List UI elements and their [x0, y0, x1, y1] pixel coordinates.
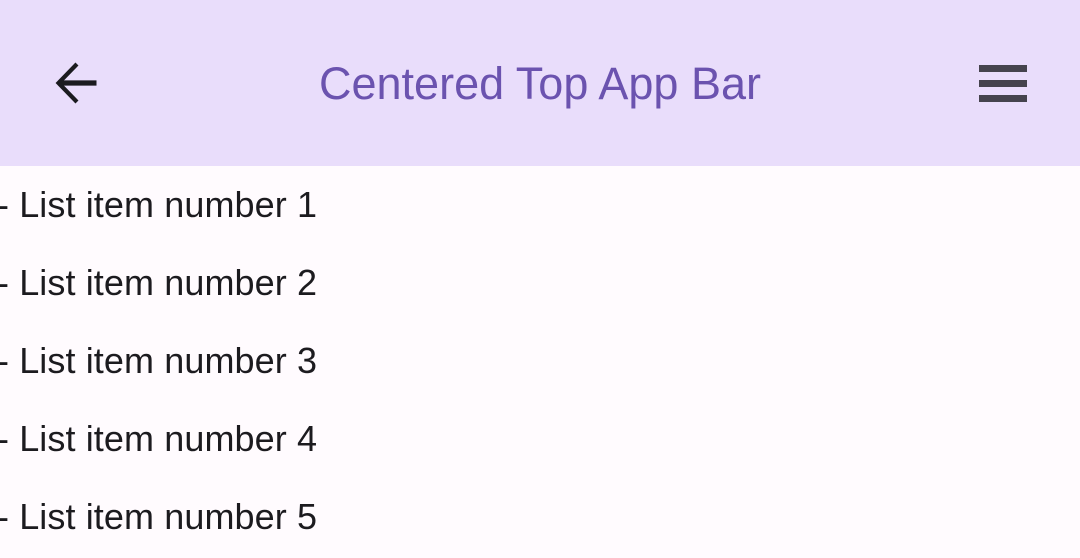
list-item[interactable]: - List item number 2: [0, 262, 318, 303]
app-bar-title-text: Centered Top App Bar: [319, 57, 761, 109]
list-item[interactable]: - List item number 5: [0, 496, 318, 537]
hamburger-menu-icon: [979, 64, 1027, 102]
menu-button[interactable]: [970, 0, 1036, 166]
hamburger-bar-1: [979, 64, 1027, 72]
hamburger-bar-2: [979, 79, 1027, 87]
content-area: - List item number 1 - List item number …: [0, 166, 1080, 558]
back-arrow-icon: [55, 62, 97, 104]
list-item[interactable]: - List item number 1: [0, 184, 318, 225]
list-item[interactable]: - List item number 3: [0, 340, 318, 381]
app-bar-title: Centered Top App Bar: [0, 0, 1080, 166]
item-list: - List item number 1 - List item number …: [0, 166, 1080, 556]
hamburger-bar-3: [979, 94, 1027, 102]
back-button[interactable]: [44, 0, 110, 166]
list-item[interactable]: - List item number 4: [0, 418, 318, 459]
centered-top-app-bar: Centered Top App Bar: [0, 0, 1080, 166]
